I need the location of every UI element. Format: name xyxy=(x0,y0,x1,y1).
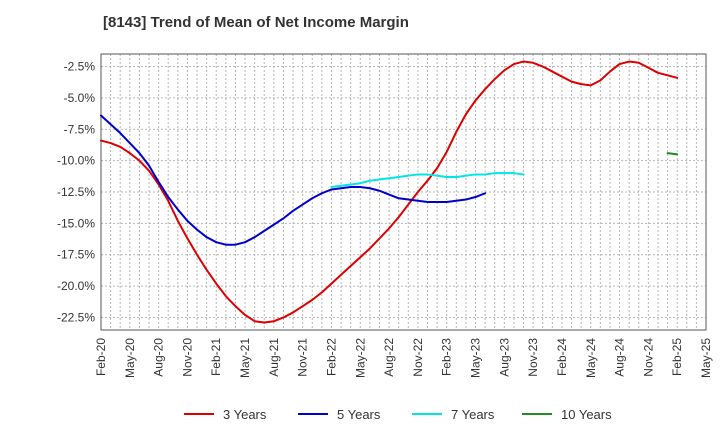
series-layer xyxy=(100,60,679,324)
x-tick-label: Aug-24 xyxy=(613,338,627,377)
x-tick-label: Feb-25 xyxy=(670,338,684,376)
y-tick-label: -22.5% xyxy=(57,310,95,324)
series-line-3-years xyxy=(100,60,679,324)
x-tick-label: Feb-24 xyxy=(555,338,569,376)
x-tick-label: May-21 xyxy=(238,338,252,378)
y-tick-label: -2.5% xyxy=(64,60,96,74)
x-tick-label: May-22 xyxy=(353,338,367,378)
x-tick-label: May-25 xyxy=(699,338,713,378)
grid-layer xyxy=(100,54,707,330)
x-tick-label: May-23 xyxy=(469,338,483,378)
y-tick-label: -17.5% xyxy=(57,248,95,262)
plot-frame xyxy=(100,53,707,331)
y-tick-label: -7.5% xyxy=(64,122,96,136)
x-tick-label: Aug-22 xyxy=(382,338,396,377)
x-tick-label: Feb-21 xyxy=(209,338,223,376)
x-tick-label: May-24 xyxy=(584,338,598,378)
series-line-7-years xyxy=(330,172,525,188)
legend-label-7-years: 7 Years xyxy=(451,407,495,422)
x-tick-label: Aug-23 xyxy=(497,338,511,377)
x-tick-label: Feb-20 xyxy=(94,338,108,376)
y-tick-label: -15.0% xyxy=(57,216,95,230)
x-tick-label: Feb-22 xyxy=(324,338,338,376)
x-tick-label: Nov-23 xyxy=(526,338,540,377)
legend: 3 Years 5 Years 7 Years 10 Years xyxy=(184,407,612,422)
x-tick-label: Nov-22 xyxy=(411,338,425,377)
x-tick-label: May-20 xyxy=(123,338,137,378)
x-tick-label: Aug-21 xyxy=(267,338,281,377)
y-tick-label: -12.5% xyxy=(57,185,95,199)
x-tick-label: Nov-20 xyxy=(180,338,194,377)
y-tick-label: -5.0% xyxy=(64,91,96,105)
legend-label-3-years: 3 Years xyxy=(223,407,267,422)
y-axis: -2.5% -5.0% -7.5% -10.0% -12.5% -15.0% -17.5% -… xyxy=(57,60,95,325)
x-tick-label: Nov-24 xyxy=(641,338,655,377)
y-tick-label: -10.0% xyxy=(57,154,95,168)
chart-title: [8143] Trend of Mean of Net Income Margi… xyxy=(103,14,409,31)
x-tick-label: Nov-21 xyxy=(296,338,310,377)
legend-label-5-years: 5 Years xyxy=(337,407,381,422)
x-axis: Feb-20 May-20 Aug-20 Nov-20 Feb-21 May-21 Aug-… xyxy=(94,338,713,378)
series-line-5-years xyxy=(100,114,487,246)
y-tick-label: -20.0% xyxy=(57,279,95,293)
x-tick-label: Aug-20 xyxy=(152,338,166,377)
series-line-10-years xyxy=(666,152,679,156)
legend-label-10-years: 10 Years xyxy=(561,407,612,422)
x-tick-label: Feb-23 xyxy=(440,338,454,376)
